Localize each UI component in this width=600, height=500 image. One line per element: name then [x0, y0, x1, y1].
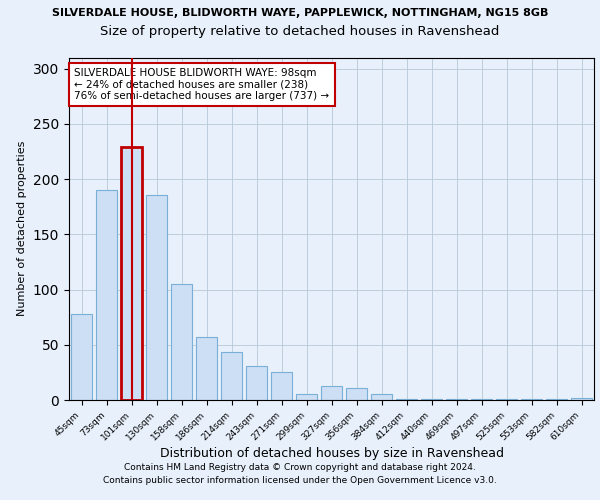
Text: Contains HM Land Registry data © Crown copyright and database right 2024.: Contains HM Land Registry data © Crown c… [124, 462, 476, 471]
Bar [446, 399, 467, 400]
Bar [346, 388, 367, 400]
Bar [396, 399, 417, 400]
Bar [121, 147, 142, 400]
Bar [471, 399, 492, 400]
Y-axis label: Number of detached properties: Number of detached properties [17, 141, 28, 316]
Bar [371, 394, 392, 400]
Bar [521, 399, 542, 400]
Bar [246, 366, 267, 400]
Bar [96, 190, 117, 400]
Bar [146, 194, 167, 400]
Bar [496, 399, 517, 400]
Text: SILVERDALE HOUSE BLIDWORTH WAYE: 98sqm
← 24% of detached houses are smaller (238: SILVERDALE HOUSE BLIDWORTH WAYE: 98sqm ←… [74, 68, 329, 101]
Bar [296, 394, 317, 400]
Bar [196, 337, 217, 400]
Bar [321, 386, 342, 400]
Bar [546, 399, 567, 400]
Text: Size of property relative to detached houses in Ravenshead: Size of property relative to detached ho… [100, 25, 500, 38]
Bar [271, 372, 292, 400]
Bar [571, 398, 592, 400]
X-axis label: Distribution of detached houses by size in Ravenshead: Distribution of detached houses by size … [160, 448, 503, 460]
Bar [171, 284, 192, 400]
Bar [221, 352, 242, 400]
Text: Contains public sector information licensed under the Open Government Licence v3: Contains public sector information licen… [103, 476, 497, 485]
Bar [71, 314, 92, 400]
Bar [421, 399, 442, 400]
Text: SILVERDALE HOUSE, BLIDWORTH WAYE, PAPPLEWICK, NOTTINGHAM, NG15 8GB: SILVERDALE HOUSE, BLIDWORTH WAYE, PAPPLE… [52, 8, 548, 18]
